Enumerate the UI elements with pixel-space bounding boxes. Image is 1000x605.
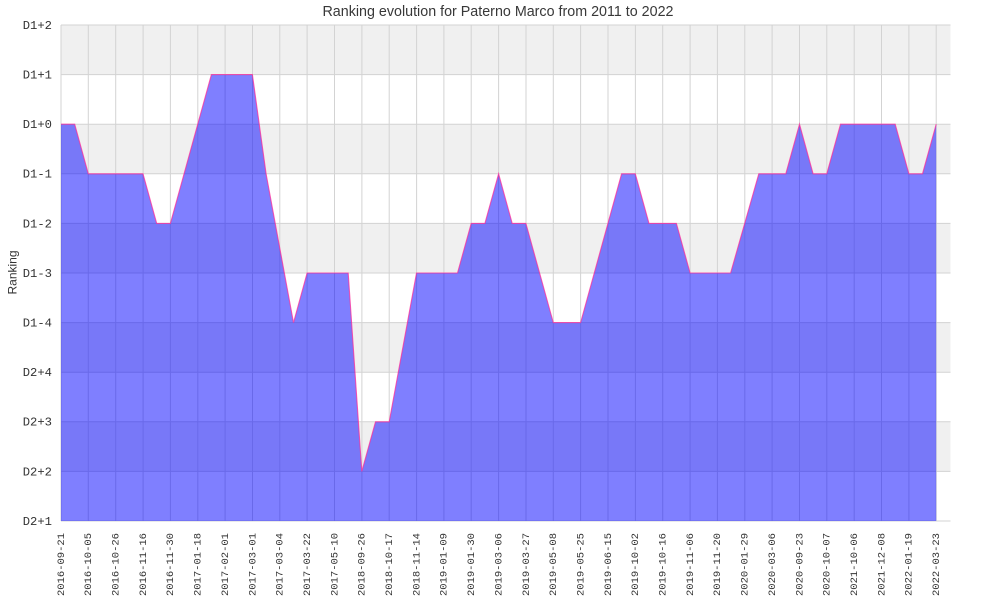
svg-text:2016-10-26: 2016-10-26 [110, 533, 122, 596]
svg-text:D1+2: D1+2 [23, 19, 52, 33]
svg-text:D1+0: D1+0 [23, 118, 52, 132]
svg-text:2016-09-21: 2016-09-21 [56, 533, 68, 596]
svg-text:2017-02-01: 2017-02-01 [220, 533, 232, 596]
svg-text:D2+4: D2+4 [23, 366, 52, 380]
svg-text:Ranking evolution for Paterno: Ranking evolution for Paterno Marco from… [322, 4, 673, 20]
svg-text:2019-05-08: 2019-05-08 [548, 533, 560, 596]
svg-text:Ranking: Ranking [6, 250, 20, 294]
svg-text:2017-03-01: 2017-03-01 [247, 533, 259, 596]
svg-text:2018-10-17: 2018-10-17 [384, 533, 396, 596]
svg-text:2021-10-06: 2021-10-06 [849, 533, 861, 596]
svg-text:2019-01-30: 2019-01-30 [466, 533, 478, 596]
svg-text:2019-05-25: 2019-05-25 [575, 533, 587, 596]
svg-text:D1+1: D1+1 [23, 69, 52, 83]
svg-text:2019-11-20: 2019-11-20 [712, 533, 724, 596]
svg-text:2020-03-06: 2020-03-06 [767, 533, 779, 596]
svg-text:2022-01-19: 2022-01-19 [904, 533, 916, 596]
svg-text:D1-2: D1-2 [23, 217, 52, 231]
svg-text:2020-10-07: 2020-10-07 [822, 533, 834, 596]
svg-text:2016-10-05: 2016-10-05 [83, 533, 95, 596]
svg-text:2019-10-16: 2019-10-16 [657, 533, 669, 596]
svg-text:2016-11-16: 2016-11-16 [138, 533, 150, 596]
svg-text:2018-09-26: 2018-09-26 [357, 533, 369, 596]
svg-text:2017-03-04: 2017-03-04 [275, 533, 287, 596]
svg-text:D2+2: D2+2 [23, 465, 52, 479]
svg-text:2016-11-30: 2016-11-30 [165, 533, 177, 596]
svg-text:2017-03-22: 2017-03-22 [302, 533, 314, 596]
svg-text:D1-3: D1-3 [23, 267, 52, 281]
svg-text:2019-03-27: 2019-03-27 [521, 533, 533, 596]
svg-text:2022-03-23: 2022-03-23 [931, 533, 943, 596]
svg-text:D2+1: D2+1 [23, 515, 52, 529]
svg-text:2019-01-09: 2019-01-09 [439, 533, 451, 596]
svg-text:D1-1: D1-1 [23, 168, 52, 182]
svg-text:2020-01-29: 2020-01-29 [740, 533, 752, 596]
svg-text:2018-11-14: 2018-11-14 [411, 533, 423, 596]
svg-text:2017-05-10: 2017-05-10 [329, 533, 341, 596]
svg-text:D1-4: D1-4 [23, 317, 52, 331]
svg-text:2020-09-23: 2020-09-23 [794, 533, 806, 596]
svg-text:2019-06-15: 2019-06-15 [603, 533, 615, 596]
svg-text:2021-12-08: 2021-12-08 [876, 533, 888, 596]
svg-text:2019-10-02: 2019-10-02 [630, 533, 642, 596]
svg-text:2019-11-06: 2019-11-06 [685, 533, 697, 596]
svg-text:D2+3: D2+3 [23, 416, 52, 430]
svg-text:2019-03-06: 2019-03-06 [493, 533, 505, 596]
svg-text:2017-01-18: 2017-01-18 [193, 533, 205, 596]
